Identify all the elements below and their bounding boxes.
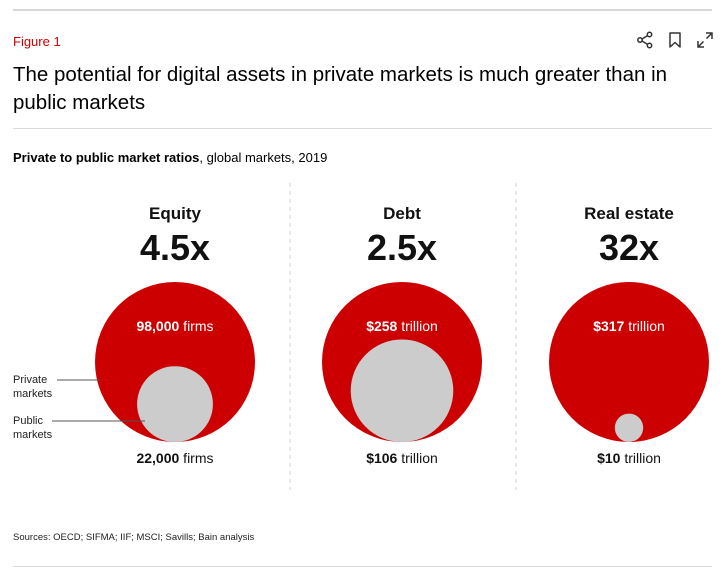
figure-title: The potential for digital assets in priv… — [13, 63, 668, 114]
panel-real-estate: Real estate 32x $317 trillion $10 trillion — [549, 204, 709, 466]
public-market-bubble — [614, 413, 644, 442]
legend-private-label: Private markets — [13, 374, 53, 400]
legend-public-label: Public markets — [13, 415, 53, 441]
chart-legend: Private markets Public markets — [13, 374, 145, 441]
panel-dividers — [289, 183, 517, 490]
public-market-bubble — [137, 366, 213, 442]
bottom-rule — [13, 566, 712, 567]
panel-ratio-label: 32x — [599, 227, 659, 268]
public-market-bubble — [350, 339, 454, 442]
panel-category-label: Real estate — [584, 204, 674, 223]
panel-debt: Debt 2.5x $258 trillion $106 trillion — [322, 204, 482, 466]
panel-equity: Equity 4.5x 98,000 firms 22,000 firms — [95, 204, 255, 466]
public-value-label: 22,000 firms — [136, 450, 213, 466]
figure-label: Figure 1 — [13, 34, 61, 49]
top-rule — [13, 9, 712, 11]
chart-panels: Equity 4.5x 98,000 firms 22,000 firms Debt 2.… — [95, 204, 709, 466]
toolbar — [636, 31, 714, 49]
bubble-chart: Equity 4.5x 98,000 firms 22,000 firms Debt 2.… — [13, 183, 709, 490]
subtitle-rest: , global markets, 2019 — [199, 150, 328, 165]
share-icon[interactable] — [636, 31, 654, 49]
chart-subtitle: Private to public market ratios, global … — [13, 150, 327, 165]
panel-category-label: Debt — [383, 204, 421, 223]
private-value-label: $317 trillion — [593, 318, 665, 334]
title-rule — [13, 128, 712, 129]
private-value-label: $258 trillion — [366, 318, 438, 334]
private-market-bubble — [95, 282, 255, 442]
public-value-label: $10 trillion — [597, 450, 661, 466]
expand-icon[interactable] — [696, 31, 714, 49]
panel-ratio-label: 4.5x — [140, 227, 210, 268]
subtitle-bold: Private to public market ratios — [13, 150, 200, 165]
panel-category-label: Equity — [149, 204, 201, 223]
private-value-label: 98,000 firms — [136, 318, 213, 334]
panel-ratio-label: 2.5x — [367, 227, 437, 268]
public-value-label: $106 trillion — [366, 450, 438, 466]
bookmark-icon[interactable] — [666, 31, 684, 49]
private-market-bubble — [549, 282, 709, 442]
sources-note: Sources: OECD; SIFMA; IIF; MSCI; Savills… — [13, 532, 255, 543]
